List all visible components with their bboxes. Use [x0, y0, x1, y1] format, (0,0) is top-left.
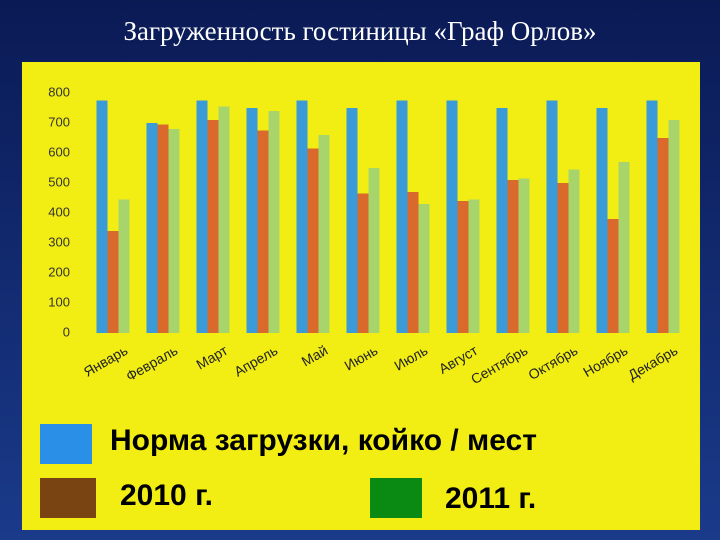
bar	[307, 148, 319, 333]
y-tick-label: 200	[48, 264, 70, 279]
bar	[607, 219, 619, 333]
bar	[596, 108, 608, 333]
chart-title: Загруженность гостиницы «Граф Орлов»	[123, 16, 596, 46]
y-tick-label: 500	[48, 174, 70, 189]
bar	[396, 100, 408, 333]
bar	[268, 111, 280, 333]
bar	[418, 204, 430, 333]
legend-label: Норма загрузки, койко / мест	[110, 424, 537, 457]
y-tick-label: 100	[48, 294, 70, 309]
bar	[218, 106, 230, 333]
bar	[257, 130, 269, 333]
bar	[357, 193, 369, 333]
bar	[446, 100, 458, 333]
legend-swatch	[40, 478, 96, 518]
bar	[507, 180, 519, 333]
y-tick-label: 300	[48, 234, 70, 249]
bar	[146, 123, 158, 333]
bar	[468, 199, 480, 333]
bar	[168, 129, 180, 333]
bar	[368, 168, 380, 333]
legend-label: 2010 г.	[120, 479, 213, 512]
legend-swatch	[40, 424, 92, 464]
bar	[546, 100, 558, 333]
y-tick-label: 0	[63, 324, 70, 339]
bar	[318, 135, 330, 333]
bar	[496, 108, 508, 333]
y-tick-label: 400	[48, 204, 70, 219]
bar	[657, 138, 669, 333]
y-tick-label: 600	[48, 144, 70, 159]
bar	[646, 100, 658, 333]
bar	[568, 169, 580, 333]
bar	[457, 201, 469, 333]
bar	[407, 192, 419, 333]
bar	[557, 183, 569, 333]
legend-label: 2011 г.	[445, 482, 536, 515]
bar	[246, 108, 258, 333]
bar	[518, 178, 530, 333]
bar	[207, 120, 219, 333]
bar	[618, 162, 630, 333]
y-tick-label: 700	[48, 114, 70, 129]
bar	[96, 100, 108, 333]
legend-swatch	[370, 478, 422, 518]
y-tick-label: 800	[48, 84, 70, 99]
bar	[118, 199, 130, 333]
bar	[668, 120, 680, 333]
bar	[196, 100, 208, 333]
bar	[296, 100, 308, 333]
bar	[346, 108, 358, 333]
bar	[157, 124, 169, 333]
bar	[107, 231, 119, 333]
